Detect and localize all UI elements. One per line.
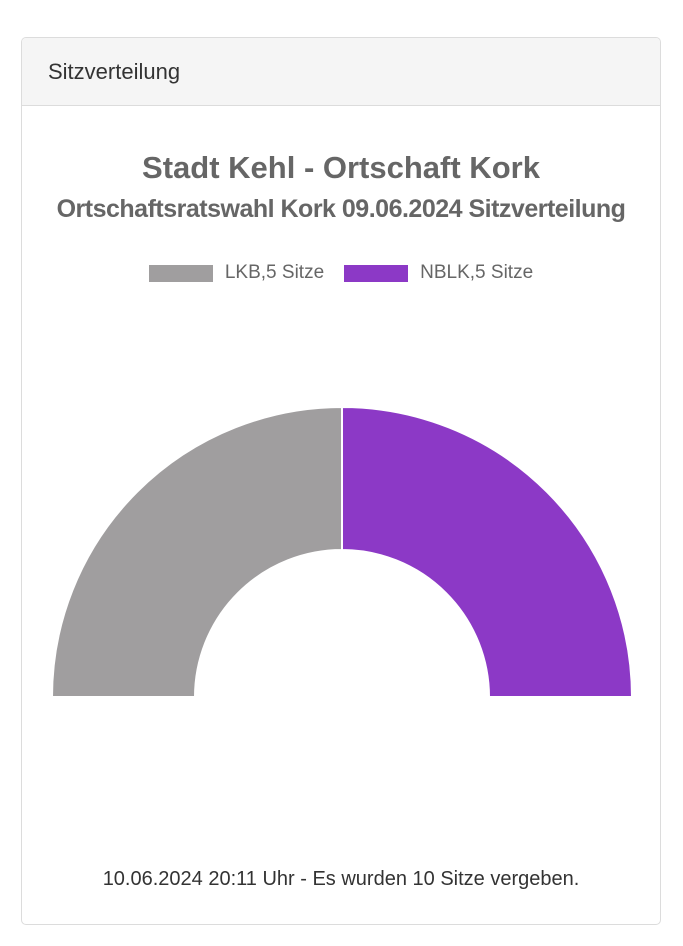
legend-swatch-nblk — [344, 264, 409, 282]
chart-footer-text: 10.06.2024 20:11 Uhr - Es wurden 10 Sitz… — [102, 868, 580, 890]
seat-chart — [50, 405, 634, 698]
chart-legend: LKB,5 Sitze NBLK,5 Sitze — [22, 262, 660, 284]
chart-title: Stadt Kehl - Ortschaft Kork — [142, 150, 540, 185]
legend-label-nblk: NBLK,5 Sitze — [420, 262, 534, 283]
card-header: Sitzverteilung — [22, 38, 660, 106]
legend-item-nblk[interactable]: NBLK,5 Sitze — [344, 262, 533, 284]
legend-swatch-lkb — [148, 264, 213, 282]
slice-lkb[interactable] — [50, 405, 343, 698]
legend-label-lkb: LKB,5 Sitze — [224, 262, 325, 283]
card-header-title: Sitzverteilung — [48, 58, 181, 84]
chart-subtitle: Ortschaftsratswahl Kork 09.06.2024 Sitzv… — [56, 195, 626, 223]
slice-nblk[interactable] — [341, 405, 634, 698]
seat-distribution-card: Sitzverteilung Stadt Kehl - Ortschaft Ko… — [21, 37, 661, 925]
legend-item-lkb[interactable]: LKB,5 Sitze — [148, 262, 325, 284]
